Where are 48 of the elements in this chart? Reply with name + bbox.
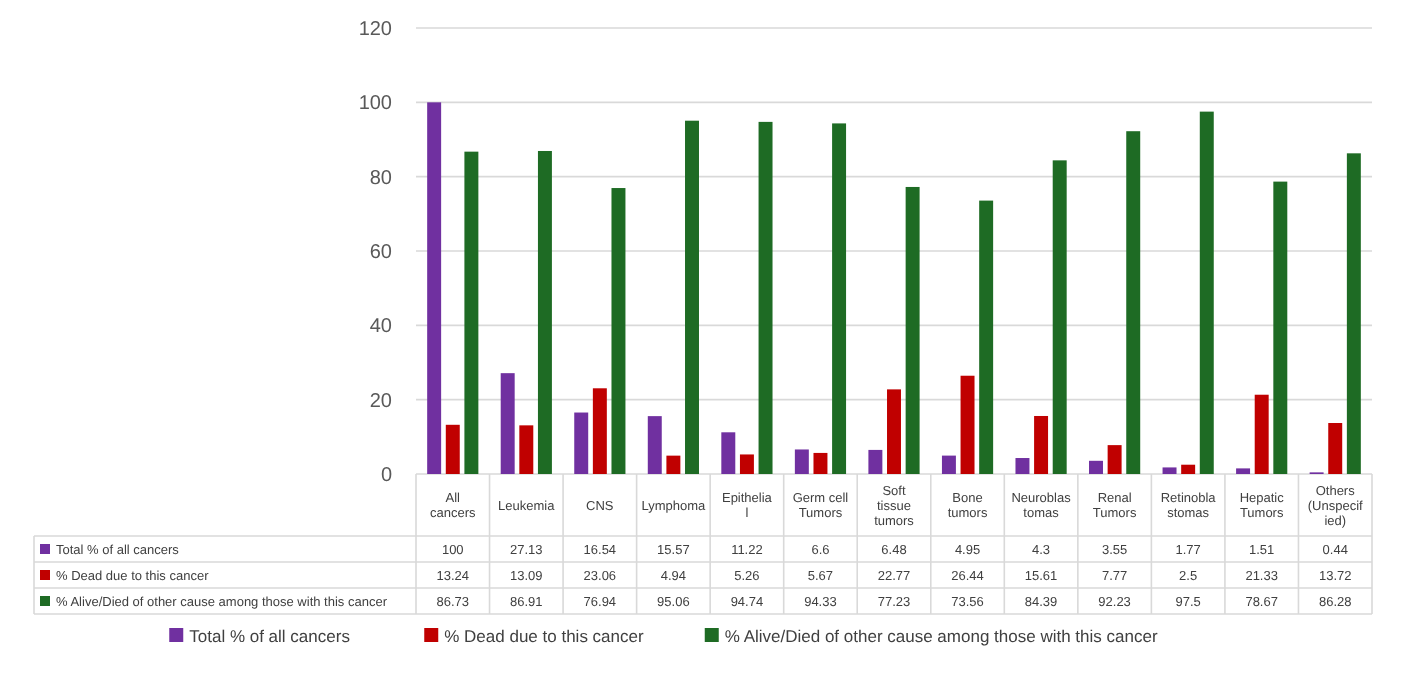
bar [427, 102, 442, 474]
bar [1346, 153, 1361, 474]
bar [1126, 131, 1141, 474]
bar [941, 455, 956, 474]
bar [1273, 181, 1288, 474]
bar [445, 424, 460, 474]
bar [1089, 460, 1103, 474]
y-tick-label: 100 [358, 93, 393, 116]
bar [666, 455, 681, 474]
bar [1107, 445, 1122, 474]
bar [758, 121, 773, 474]
y-tick-label: 60 [369, 242, 393, 264]
bar [960, 375, 975, 474]
legend-label: % Dead due to this cancer [444, 626, 644, 646]
bar [1328, 423, 1343, 474]
bar [1015, 458, 1030, 474]
bar [647, 416, 662, 474]
bar [1254, 394, 1269, 474]
bar [979, 200, 994, 474]
bar [537, 150, 552, 474]
bar [1052, 160, 1067, 474]
bar [887, 389, 901, 474]
legend-label: Total % of all cancers [189, 626, 350, 646]
bar [1199, 111, 1214, 474]
bar [721, 432, 736, 474]
bar [592, 388, 607, 474]
bar [611, 188, 626, 474]
bar [868, 449, 883, 474]
bar [905, 186, 920, 474]
bar [832, 123, 847, 474]
bar [574, 412, 589, 474]
bar [813, 452, 828, 474]
y-tick-label: 40 [369, 316, 393, 339]
bar [794, 449, 809, 474]
bar [519, 425, 534, 474]
bar [1034, 415, 1049, 474]
y-tick-label: 20 [369, 390, 393, 413]
y-tick-label: 120 [358, 19, 393, 41]
y-tick-label: 0 [380, 465, 393, 487]
bar [500, 373, 515, 474]
bar [1162, 467, 1177, 474]
bar [739, 454, 754, 474]
text: % Alive/Died of other cause among those with this cancer [724, 626, 1158, 646]
bar [1181, 464, 1196, 474]
bar [685, 120, 699, 474]
bar [464, 151, 479, 474]
y-tick-label: 80 [369, 167, 393, 190]
bar [1236, 468, 1251, 474]
